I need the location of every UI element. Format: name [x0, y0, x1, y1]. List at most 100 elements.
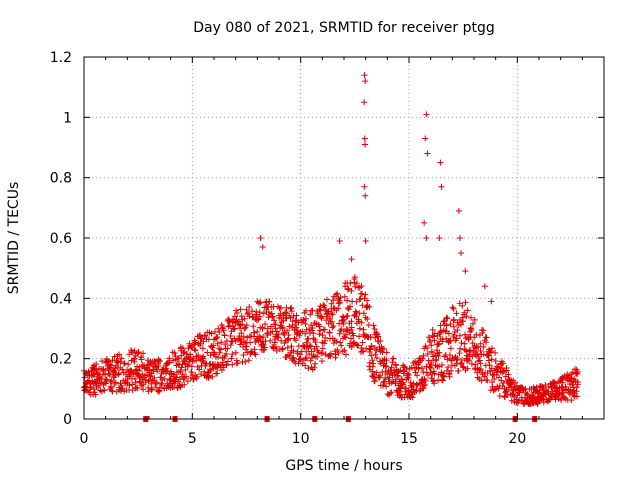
data-point: [195, 352, 202, 359]
data-point: [355, 318, 362, 325]
data-point: [229, 351, 236, 358]
data-point: [485, 357, 492, 364]
data-point: [352, 283, 359, 290]
data-point: [336, 238, 343, 245]
axis-ticks: 0 0.2 0.4 0.6 0.8 1 1.2 0 5 10 15 20: [50, 50, 604, 447]
data-point: [438, 183, 445, 190]
data-point: [464, 307, 471, 314]
data-point: [279, 324, 286, 331]
data-point: [275, 331, 282, 338]
data-point: [359, 302, 366, 309]
data-point: [390, 355, 397, 362]
data-point: [435, 352, 442, 359]
data-point: [326, 315, 333, 322]
data-point: [92, 391, 99, 398]
data-point: [252, 351, 259, 358]
data-point: [243, 322, 250, 329]
data-point: [247, 339, 254, 346]
data-point: [405, 370, 412, 377]
data-point: [136, 378, 143, 385]
data-point: [358, 319, 365, 326]
data-point: [463, 313, 470, 320]
data-point: [400, 381, 407, 388]
data-point: [227, 333, 234, 340]
data-point: [370, 322, 377, 329]
data-point: [260, 341, 267, 348]
data-point: [573, 388, 580, 395]
data-point: [197, 371, 204, 378]
data-point: [359, 290, 366, 297]
data-point: [335, 300, 342, 307]
data-point: [231, 335, 238, 342]
data-point: [448, 367, 455, 374]
data-point: [286, 323, 293, 330]
data-point: [205, 369, 212, 376]
data-point: [210, 342, 217, 349]
data-point: [105, 358, 112, 365]
data-point: [437, 159, 444, 166]
data-point: [344, 312, 351, 319]
data-point: [308, 322, 315, 329]
data-point: [237, 341, 244, 348]
data-point: [290, 313, 297, 320]
data-point: [238, 313, 245, 320]
data-point: [293, 324, 300, 331]
data-point: [285, 335, 292, 342]
data-point: [129, 381, 136, 388]
data-point: [261, 344, 268, 351]
data-point: [413, 381, 420, 388]
data-points: [81, 72, 582, 407]
data-point: [421, 381, 428, 388]
chart-title: Day 080 of 2021, SRMTID for receiver ptg…: [193, 20, 495, 36]
data-point: [309, 325, 316, 332]
data-point: [344, 297, 351, 304]
data-point: [449, 362, 455, 369]
data-point: [383, 383, 390, 390]
x-tick-label: 0: [80, 431, 89, 447]
data-point: [316, 323, 323, 330]
data-point: [447, 345, 454, 352]
data-point: [103, 376, 110, 383]
data-point: [362, 192, 369, 199]
data-point: [206, 372, 213, 379]
data-point: [200, 338, 207, 345]
data-point: [332, 291, 339, 298]
data-point: [157, 358, 164, 365]
data-point: [453, 310, 460, 317]
data-point: [262, 299, 269, 306]
data-point: [231, 326, 238, 333]
data-point: [433, 356, 440, 363]
data-point: [276, 305, 283, 312]
x-tick-label: 5: [188, 431, 197, 447]
data-point: [311, 364, 318, 371]
data-point: [179, 345, 186, 352]
data-point: [481, 373, 488, 380]
data-point: [249, 308, 256, 315]
data-point: [246, 313, 253, 320]
data-point: [321, 340, 328, 347]
data-point: [216, 329, 223, 336]
data-point: [256, 313, 263, 320]
data-point: [337, 294, 344, 301]
data-point: [334, 346, 341, 353]
data-point: [155, 362, 162, 369]
data-point: [436, 340, 443, 347]
data-point: [294, 327, 301, 334]
data-point: [95, 383, 102, 390]
data-point: [552, 396, 559, 403]
data-point: [280, 330, 287, 337]
x-tick-label: 10: [292, 431, 310, 447]
data-point: [512, 379, 519, 386]
data-point: [335, 305, 342, 312]
data-point: [220, 327, 227, 334]
data-point: [316, 331, 323, 338]
data-point: [254, 328, 261, 335]
data-point: [348, 324, 355, 331]
data-point: [459, 302, 466, 309]
data-point: [235, 318, 242, 325]
data-point: [443, 322, 450, 329]
data-point: [318, 313, 325, 320]
data-point: [107, 361, 114, 368]
data-point: [184, 378, 191, 385]
data-point: [214, 334, 221, 341]
